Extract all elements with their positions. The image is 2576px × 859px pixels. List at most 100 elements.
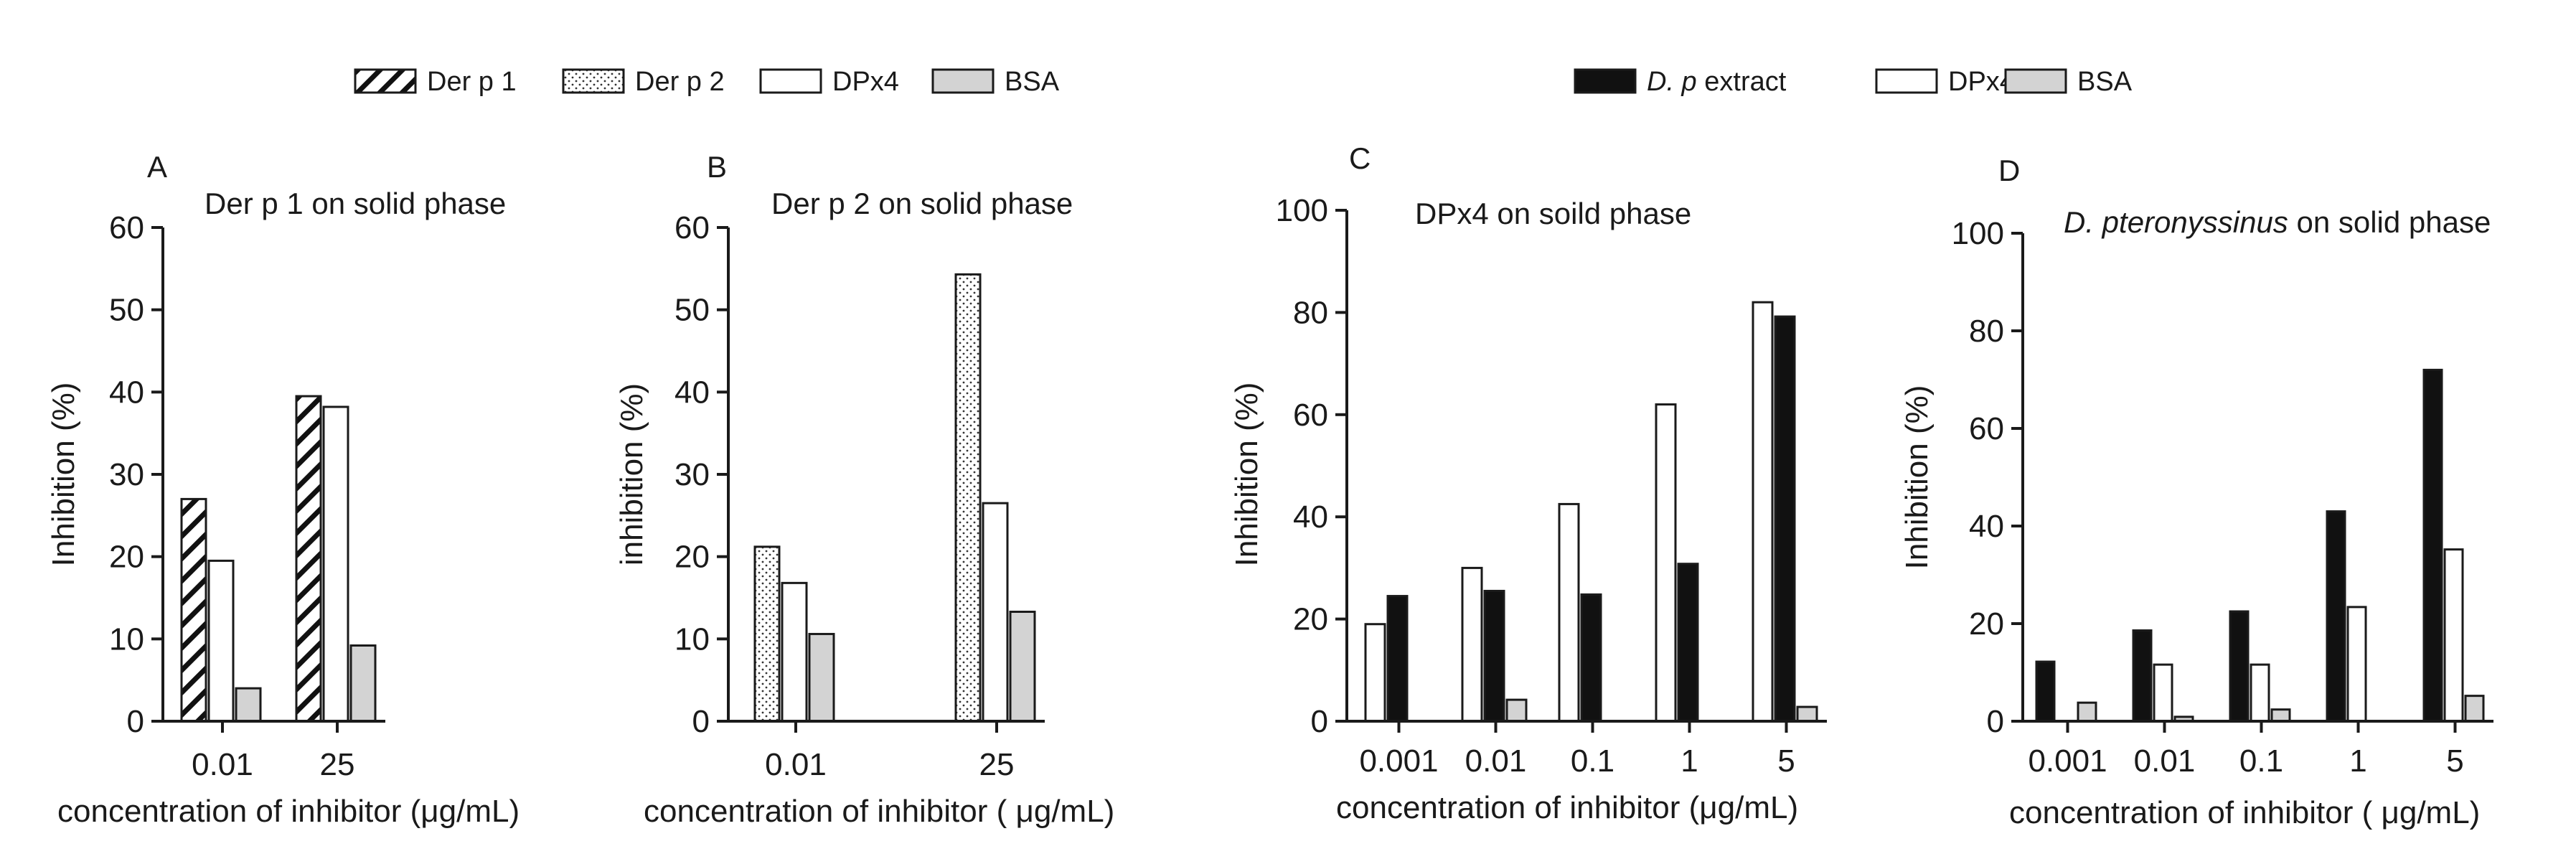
y-tick-label: 100 <box>1276 193 1328 228</box>
y-tick-label: 0 <box>692 704 710 739</box>
y-tick-label: 20 <box>1969 606 2004 642</box>
legend-label: DPx4 <box>832 67 899 97</box>
y-axis-label: Inhibition (%) <box>1899 385 1935 570</box>
panel-letter: C <box>1349 141 1371 175</box>
y-tick-label: 80 <box>1293 295 1328 330</box>
legend-swatch <box>1574 68 1637 94</box>
panel-title: Der p 1 on solid phase <box>205 187 506 220</box>
bar-gray-25 <box>349 644 377 723</box>
bar-gray-5 <box>2464 695 2485 723</box>
legends: Der p 1 Der p 2 DPx4 BSA D. p extract DPx4 BSA <box>354 67 2133 97</box>
legend-label: D. p extract <box>1647 67 1787 97</box>
bar-black-0.1 <box>1580 593 1602 723</box>
y-tick-label: 60 <box>1293 398 1328 433</box>
bar-gray-0.001 <box>2077 701 2097 723</box>
bar-gray-5 <box>1796 705 1818 723</box>
panel-title: Der p 2 on solid phase <box>771 187 1073 220</box>
y-tick-label: 50 <box>674 293 710 328</box>
x-tick-label: 0.01 <box>765 747 827 782</box>
y-axis-label: Inhibition (%) <box>1229 382 1264 567</box>
x-axis-label: concentration of inhibitor ( μg/mL) <box>2009 795 2480 830</box>
y-tick-label: 40 <box>674 375 710 410</box>
x-tick-label: 0.1 <box>1571 743 1614 779</box>
y-tick-label: 20 <box>109 540 144 575</box>
y-tick-label: 0 <box>1311 704 1328 739</box>
bar-black-0.1 <box>2229 610 2250 723</box>
panel-title: DPx4 on soild phase <box>1415 197 1691 230</box>
chart-panel-a: A Der p 1 on solid phase Inhibition (%) con… <box>46 150 520 829</box>
x-tick-label: 1 <box>2349 743 2366 779</box>
bar-white-0.1 <box>1558 502 1580 723</box>
bar-white-0.1 <box>2250 663 2270 723</box>
x-tick-label: 0.1 <box>2239 743 2283 779</box>
legend-label: Der p 1 <box>427 67 517 97</box>
y-tick-label: 0 <box>1987 704 2004 739</box>
bar-white-0.01 <box>2153 663 2173 723</box>
y-tick-label: 40 <box>1293 499 1328 535</box>
y-tick-label: 60 <box>674 210 710 245</box>
legend-label: DPx4 <box>1948 67 2015 97</box>
bar-black-0.01 <box>1483 589 1505 723</box>
bar-gray-25 <box>1009 610 1036 723</box>
chart-panel-c: C DPx4 on soild phase Inhibition (%) concen… <box>1229 141 1827 825</box>
legend-label: Der p 2 <box>635 67 725 97</box>
bar-gray-0.01 <box>1505 698 1528 723</box>
legend-swatch <box>354 68 417 94</box>
y-tick-label: 20 <box>674 540 710 575</box>
bar-white-0.01 <box>1461 566 1483 723</box>
legend-label: BSA <box>1005 67 1060 97</box>
bar-white-1 <box>1655 403 1677 723</box>
chart-panels: A Der p 1 on solid phase Inhibition (%) con… <box>46 141 2493 830</box>
y-axis-label: inhibition (%) <box>614 383 649 565</box>
y-tick-label: 10 <box>674 621 710 657</box>
bar-hatch-0.01 <box>180 497 207 723</box>
x-axis-label: concentration of inhibitor (μg/mL) <box>1336 790 1798 825</box>
legend-swatch <box>1875 68 1938 94</box>
legend-swatch <box>2004 68 2067 94</box>
x-tick-label: 0.001 <box>1359 743 1438 779</box>
bar-black-5 <box>2422 368 2443 723</box>
y-tick-label: 60 <box>1969 411 2004 446</box>
x-tick-label: 1 <box>1680 743 1698 779</box>
panel-letter: A <box>147 150 167 184</box>
legend-label: BSA <box>2077 67 2133 97</box>
x-axis-label: concentration of inhibitor (μg/mL) <box>57 794 520 829</box>
x-tick-label: 0.01 <box>2134 743 2196 779</box>
bar-hatch-25 <box>295 395 322 723</box>
y-tick-label: 60 <box>109 210 144 245</box>
x-tick-label: 0.01 <box>1465 743 1527 779</box>
legend-swatch <box>562 68 625 94</box>
bar-black-1 <box>1677 563 1699 723</box>
y-tick-label: 10 <box>109 621 144 657</box>
legend-swatch <box>931 68 995 94</box>
chart-panel-b: B Der p 2 on solid phase inhibition (%) con… <box>614 150 1114 829</box>
bar-black-0.001 <box>1386 595 1409 723</box>
x-tick-label: 25 <box>320 747 355 782</box>
x-tick-label: 5 <box>2446 743 2463 779</box>
bar-black-0.001 <box>2035 660 2056 723</box>
legend-right: D. p extract DPx4 BSA <box>1574 67 2133 97</box>
x-tick-label: 0.01 <box>192 747 253 782</box>
panel-letter: B <box>707 150 727 184</box>
bar-black-0.01 <box>2132 629 2153 723</box>
x-tick-label: 0.001 <box>2028 743 2107 779</box>
legend-left: Der p 1 Der p 2 DPx4 BSA <box>354 67 1060 97</box>
x-axis-label: concentration of inhibitor ( μg/mL) <box>644 794 1114 829</box>
y-axis-label: Inhibition (%) <box>46 382 81 567</box>
chart-panel-d: D D. pteronyssinus on solid phase Inhibiti… <box>1899 154 2493 830</box>
bar-white-5 <box>2443 548 2464 723</box>
y-tick-label: 50 <box>109 293 144 328</box>
bar-white-0.01 <box>781 581 808 723</box>
bar-gray-0.1 <box>2270 708 2291 723</box>
bar-white-1 <box>2346 606 2367 723</box>
y-tick-label: 40 <box>109 375 144 410</box>
bar-dots-25 <box>954 273 982 723</box>
y-tick-label: 0 <box>127 704 144 739</box>
y-tick-label: 40 <box>1969 509 2004 544</box>
x-tick-label: 5 <box>1777 743 1795 779</box>
legend-swatch <box>759 68 822 94</box>
bar-gray-0.01 <box>235 687 262 723</box>
panel-letter: D <box>1998 154 2020 187</box>
bar-white-25 <box>322 405 349 723</box>
